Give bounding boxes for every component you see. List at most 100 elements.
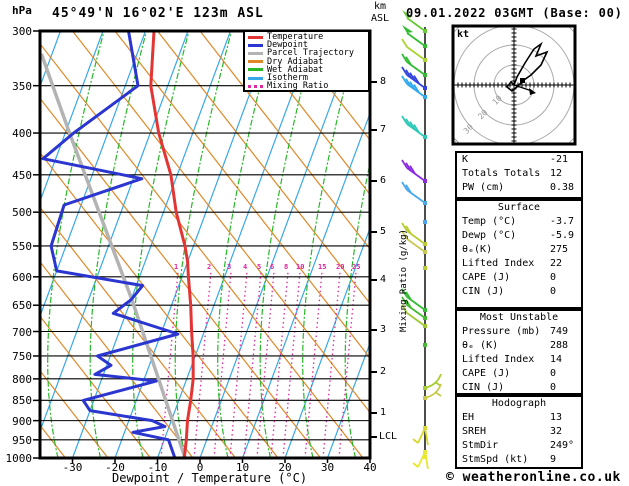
wet-adiabat-line [217,31,275,458]
lcl-label: LCL [379,431,398,442]
temperature-tick-label: 0 [196,461,204,474]
legend-item: Parcel Trajectory [248,48,368,59]
wet-adiabat-line [600,31,629,458]
legend-swatch-parcel-trajectory [248,51,263,55]
altitude-tick-label: 3 [380,324,387,335]
wet-adiabat-line [344,160,370,458]
mixing-ratio-axis-title: Mixing Ratio (g/kg) [399,229,409,332]
altitude-tick-label: 7 [380,124,387,135]
altitude-tick-label: 6 [380,175,387,186]
dry-adiabat-line [40,369,109,458]
panel-row-label: StmSpd (kt) [462,454,529,465]
wind-barb [402,25,427,48]
plot-border [38,29,372,460]
pressure-tick-label: 600 [12,270,32,284]
altitude-tick-label: 8 [380,76,387,87]
hodograph-unit-label: kt [457,29,470,40]
panel-row-value: 0 [550,382,557,393]
legend-label: Wet Adiabat [267,64,324,75]
panel-row-value: 22 [550,258,563,269]
panel-row: PW (cm) 0.38 [457,181,581,195]
panel-row-value: 249° [550,440,575,451]
mixing-ratio-value-label: 10 [296,263,305,271]
panel-row: K -21 [457,153,581,167]
panel-row-value: 32 [550,426,563,437]
legend-item: Temperature [248,33,368,41]
isotherm-line [114,31,274,458]
pressure-tick-label: 500 [12,206,32,220]
panel-row-label: Totals Totals [462,168,541,179]
pressure-tick-label: 900 [12,414,32,428]
altitude-tick-label: 2 [380,366,387,377]
panel-row-label: CIN (J) [462,382,505,393]
altitude-tick-label: 5 [380,226,387,237]
panel-row-label: CAPE (J) [462,368,511,379]
pressure-tick-label: 850 [12,394,32,408]
panel-row: EH 13 [457,411,581,425]
pressure-tick-label: 400 [12,127,32,141]
pressure-tick-label: 1000 [5,452,33,465]
station-title: 45°49'N 16°02'E 123m ASL [52,6,264,21]
dry-adiabat-line [40,42,364,458]
pressure-tick-label: 450 [12,168,32,182]
temperature-tick-label: 40 [363,461,377,474]
panel-row: CIN (J) 0 [457,285,581,299]
mixing-ratio-line [338,271,357,458]
panel-row-value: 12 [550,168,563,179]
panel-row-label: EH [462,412,475,423]
pressure-tick-label: 300 [12,25,32,38]
panel-most-unstable: Most Unstable Pressure (mb) 749 θₑ (K) 288 Li… [455,309,583,395]
panel-indices: K -21 Totals Totals 12 PW (cm) 0.38 [455,151,583,199]
wet-adiabat-line [89,31,148,458]
legend-item: Mixing Ratio [248,82,368,90]
panel-row-label: Lifted Index [462,354,535,365]
pressure-tick-label: 800 [12,372,32,386]
panel-title: Hodograph [491,398,547,409]
legend-label: Dry Adiabat [267,56,324,67]
copyright-footer: © weatheronline.co.uk [446,470,621,485]
altitude-tick-label: 1 [380,407,387,418]
panel-row-label: θₑ (K) [462,340,499,351]
panel-row: Dewp (°C) -5.9 [457,229,581,243]
wind-barb [401,75,427,99]
panel-row: SREH 32 [457,425,581,439]
panel-row-label: PW (cm) [462,182,505,193]
mixing-ratio-value-label: 15 [318,263,327,271]
wind-barb [402,10,427,33]
dry-adiabat-line [40,206,236,458]
wind-barb [412,450,429,470]
panel-row: Totals Totals 12 [457,167,581,181]
storm-motion-arrowhead [529,88,536,95]
panel-row-label: θₑ(K) [462,244,493,255]
isotherm-line [40,31,104,203]
panel-row-value: 0 [550,368,557,379]
dry-adiabat-line [72,31,370,414]
panel-row-value: 0 [550,272,557,283]
legend-label: Mixing Ratio [267,81,329,92]
isotherm-line [40,31,147,318]
pressure-tick-label: 350 [12,79,32,93]
wind-level-dot [423,220,427,224]
panel-row-label: Dewp (°C) [462,230,517,241]
altitude-tick-label: 4 [380,274,387,285]
panel-title: Most Unstable [479,312,559,323]
panel-row-label: SREH [462,426,487,437]
panel-row: θₑ(K) 275 [457,243,581,257]
wind-barb [423,383,442,400]
wind-barb [401,38,427,62]
panel-row-label: K [462,154,469,165]
panel-row: Pressure (mb) 749 [457,325,581,339]
legend-item: Isotherm [248,74,368,82]
panel-hodograph: Hodograph EH 13 SREH 32 StmDir 249° StmSpd (kt)… [455,395,583,469]
isotherm-line [241,111,370,458]
panel-row-label: StmDir [462,440,499,451]
wind-barb [401,115,427,139]
panel-row-value: -21 [550,154,569,165]
temperature-tick-label: -10 [147,461,168,474]
panel-row-label: Pressure (mb) [462,326,541,337]
mixing-ratio-value-label: 25 [352,263,361,271]
legend-label: Parcel Trajectory [267,48,354,59]
wind-barb [423,373,442,390]
panel-row-value: 275 [550,244,569,255]
panel-row-value: 749 [550,326,569,337]
